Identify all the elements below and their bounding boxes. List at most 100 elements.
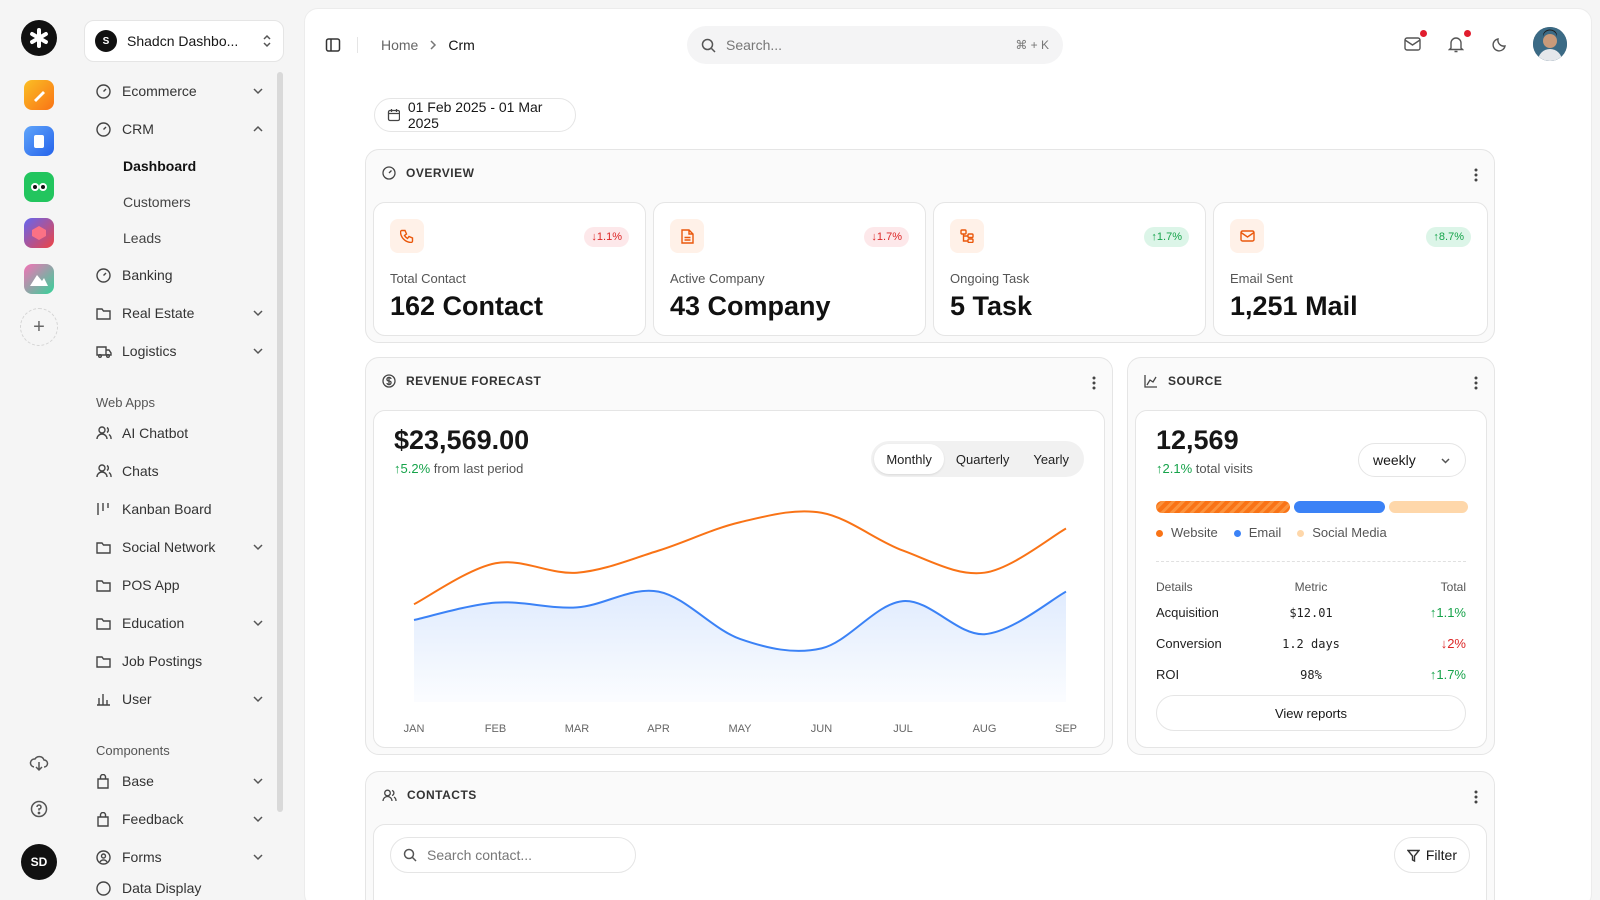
app-shortcut-hexagon[interactable] [24, 218, 54, 248]
divider [1156, 561, 1466, 562]
tab-quarterly[interactable]: Quarterly [955, 451, 1010, 467]
brand-logo[interactable] [21, 20, 57, 56]
source-legend: Website Email Social Media [1156, 525, 1387, 540]
sidebar-toggle-button[interactable] [325, 37, 341, 58]
sidebar-item-user[interactable]: User [72, 680, 272, 718]
table-header: Details Metric Total [1156, 577, 1466, 597]
sidebar-subitem-leads[interactable]: Leads [123, 230, 162, 246]
overview-more-button[interactable] [1474, 168, 1478, 187]
sidebar-item-kanban[interactable]: Kanban Board [72, 490, 272, 528]
tab-yearly[interactable]: Yearly [1033, 451, 1069, 467]
sidebar-item-ai-chatbot[interactable]: AI Chatbot [72, 414, 272, 452]
notifications-button[interactable] [1445, 30, 1471, 55]
revenue-chart-panel: $23,569.00 ↑5.2% from last period Monthl… [373, 410, 1105, 748]
date-range-picker[interactable]: 01 Feb 2025 - 01 Mar 2025 [374, 98, 576, 132]
more-vertical-icon [1474, 376, 1478, 390]
app-shortcut-green[interactable] [24, 172, 54, 202]
sidebar-scrollbar[interactable] [277, 72, 283, 812]
date-range-label: 01 Feb 2025 - 01 Mar 2025 [407, 99, 543, 131]
bar-chart-icon [96, 691, 112, 707]
sidebar-item-base[interactable]: Base [72, 762, 272, 800]
team-switcher[interactable]: S Shadcn Dashbo... [84, 20, 284, 62]
app-rail: + SD [0, 0, 78, 900]
app-shortcut-mountain[interactable] [24, 264, 54, 294]
legend-item-social-media: Social Media [1297, 525, 1387, 540]
sidebar-item-label: Social Network [122, 539, 216, 555]
mail-button[interactable] [1401, 30, 1427, 55]
tab-monthly[interactable]: Monthly [874, 444, 944, 474]
legend-item-email: Email [1233, 525, 1281, 540]
chevron-down-icon [253, 348, 263, 355]
sidebar-item-forms[interactable]: Forms [72, 838, 272, 876]
users-icon [382, 789, 397, 801]
sidebar-item-logistics[interactable]: Logistics [72, 332, 272, 370]
app-shortcut-blue[interactable] [24, 126, 54, 156]
folder-icon [96, 305, 112, 321]
profile-avatar[interactable] [1533, 27, 1567, 61]
revenue-header: REVENUE FORECAST [382, 374, 541, 388]
view-reports-button[interactable]: View reports [1156, 695, 1466, 731]
gauge-icon [96, 83, 112, 99]
dollar-circle-icon [382, 374, 396, 388]
revenue-more-button[interactable] [1092, 376, 1096, 395]
search-icon [403, 848, 417, 862]
source-header: SOURCE [1144, 374, 1222, 388]
sidebar-item-ecommerce[interactable]: Ecommerce [72, 72, 272, 110]
stat-value: 5 Task [950, 291, 1033, 321]
sidebar-item-feedback[interactable]: Feedback [72, 800, 272, 838]
calendar-icon [387, 109, 400, 122]
breadcrumb-home[interactable]: Home [381, 37, 419, 53]
sidebar-item-real-estate[interactable]: Real Estate [72, 294, 272, 332]
sidebar-subitem-customers[interactable]: Customers [123, 194, 191, 210]
header-actions [1401, 27, 1567, 61]
filter-button[interactable]: Filter [1393, 837, 1470, 873]
main-content: Home Crm Search... ⌘ + K [304, 8, 1592, 900]
contacts-more-button[interactable] [1474, 790, 1478, 809]
cell-total: ↓2% [1440, 636, 1466, 651]
sidebar-item-education[interactable]: Education [72, 604, 272, 642]
folder-icon [96, 539, 112, 555]
cell-metric: 1.2 days [1282, 636, 1340, 651]
sidebar-item-job-postings[interactable]: Job Postings [72, 642, 272, 680]
source-bar-segment [1388, 501, 1468, 513]
breadcrumb: Home Crm [381, 37, 475, 53]
filter-icon [1406, 849, 1420, 862]
add-app-button[interactable]: + [20, 308, 58, 346]
chevron-up-icon [253, 125, 263, 132]
pen-icon [34, 91, 45, 102]
period-select[interactable]: weekly [1358, 443, 1466, 477]
period-select-value: weekly [1373, 452, 1416, 468]
more-vertical-icon [1474, 168, 1478, 182]
revenue-title: REVENUE FORECAST [406, 374, 542, 388]
global-search-input[interactable]: Search... ⌘ + K [687, 26, 1063, 64]
help-icon[interactable] [28, 798, 50, 820]
search-placeholder: Search... [726, 37, 783, 53]
truck-icon [96, 343, 112, 359]
sidebar-item-data-display[interactable]: Data Display [72, 876, 272, 896]
revenue-delta: ↑5.2% from last period [394, 461, 523, 476]
cell-metric: 98% [1300, 667, 1322, 682]
overview-card: OVERVIEW ↓1.1% Total Contact 162 Contact… [365, 149, 1495, 343]
source-more-button[interactable] [1474, 376, 1478, 395]
folder-icon [96, 653, 112, 669]
sidebar-section-title: Components [96, 743, 170, 758]
sidebar-item-chats[interactable]: Chats [72, 452, 272, 490]
sidebar-item-pos-app[interactable]: POS App [72, 566, 272, 604]
sidebar-item-crm[interactable]: CRM [72, 110, 272, 148]
user-avatar[interactable]: SD [21, 844, 57, 880]
app-shortcut-orange[interactable] [24, 80, 54, 110]
contact-search-input[interactable]: Search contact... [390, 837, 636, 873]
contacts-panel: Search contact... Filter [373, 824, 1487, 900]
cell-detail: Conversion [1156, 636, 1222, 651]
theme-toggle-button[interactable] [1489, 33, 1511, 55]
sidebar-item-social-network[interactable]: Social Network [72, 528, 272, 566]
chevron-down-icon [253, 778, 263, 785]
x-tick-label: SEP [1054, 723, 1078, 735]
source-total: 12,569 [1156, 425, 1239, 455]
series-area [414, 590, 1066, 702]
sidebar-subitem-dashboard[interactable]: Dashboard [123, 158, 197, 174]
sidebar-item-banking[interactable]: Banking [72, 256, 272, 294]
source-panel: 12,569 ↑2.1% total visits weekly Website… [1135, 410, 1487, 748]
cloud-download-icon[interactable] [28, 752, 50, 774]
contacts-title: CONTACTS [407, 788, 477, 802]
